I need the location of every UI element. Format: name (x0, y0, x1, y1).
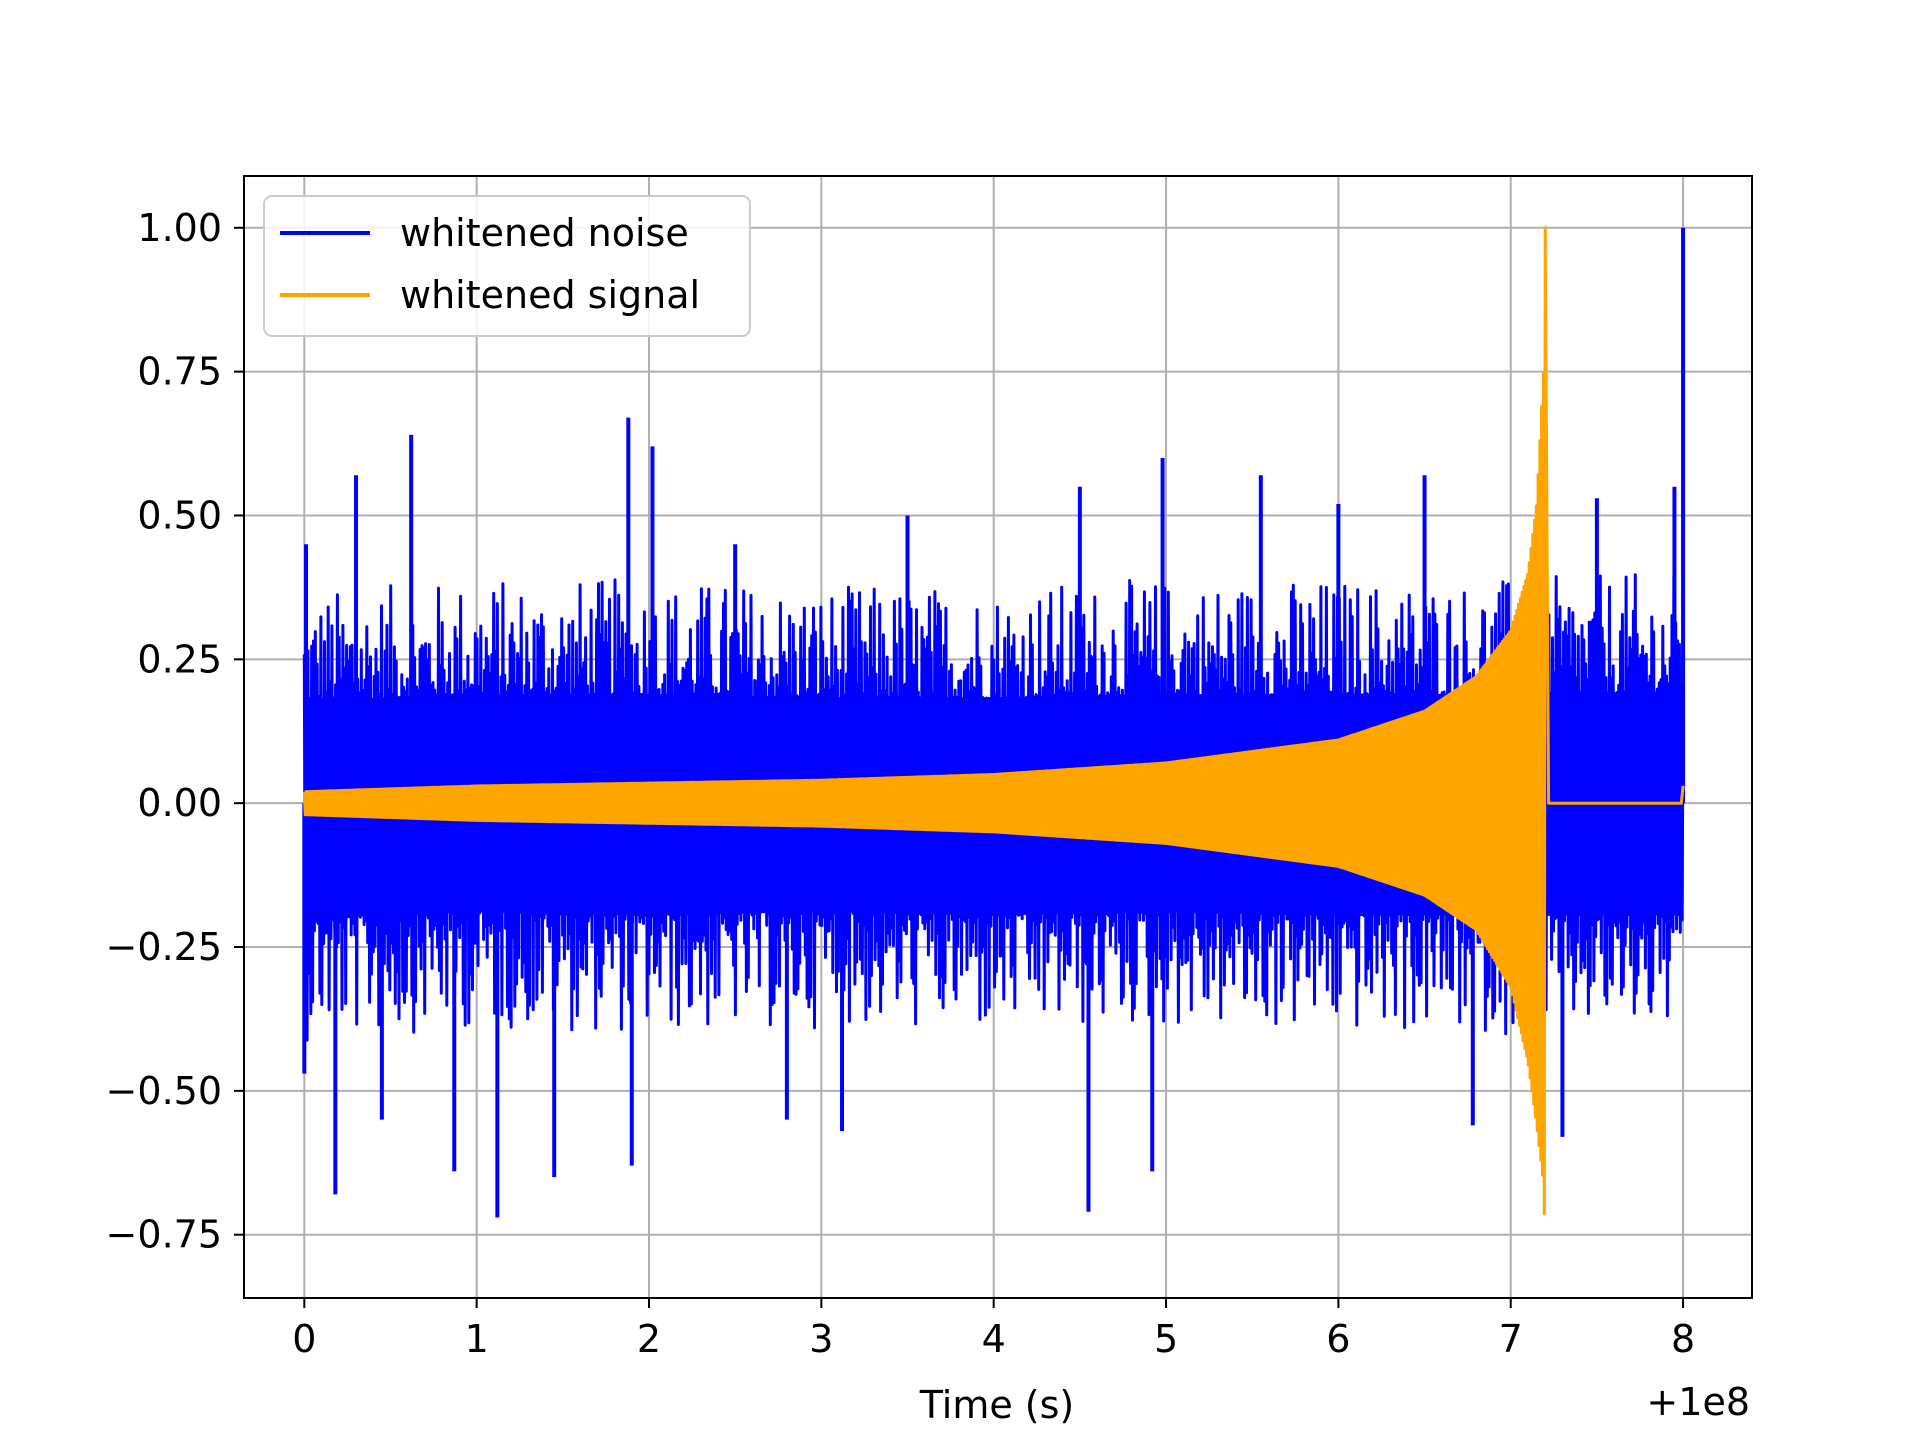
x-tick-label: 3 (809, 1317, 833, 1361)
y-tick-label: 1.00 (137, 206, 222, 250)
x-axis-ticks: 0 1 2 3 4 5 6 7 8 (292, 1298, 1695, 1361)
x-tick-label: 1 (465, 1317, 489, 1361)
series-whitened-noise (302, 227, 1686, 1218)
y-tick-label: 0.25 (137, 637, 222, 681)
x-tick-label: 8 (1671, 1317, 1695, 1361)
x-tick-label: 4 (982, 1317, 1006, 1361)
legend-noise-label: whitened noise (400, 211, 689, 255)
x-axis-offset-label: +1e8 (1646, 1380, 1750, 1424)
x-tick-label: 5 (1154, 1317, 1178, 1361)
y-tick-label: 0.50 (137, 493, 222, 537)
y-axis-ticks: 1.00 0.75 0.50 0.25 0.00 −0.25 −0.50 −0.75 (106, 206, 244, 1257)
legend-box (263, 195, 751, 337)
y-tick-label: 0.00 (137, 781, 222, 825)
x-tick-label: 7 (1499, 1317, 1523, 1361)
x-tick-label: 6 (1326, 1317, 1350, 1361)
x-axis-label: Time (s) (919, 1383, 1075, 1427)
y-tick-label: −0.25 (106, 925, 222, 969)
legend: whitened noise whitened signal (263, 195, 751, 337)
series-whitened-signal (302, 226, 1685, 1216)
y-tick-label: −0.75 (106, 1213, 222, 1257)
plot-area (302, 226, 1686, 1218)
signal-trace (302, 226, 1685, 1216)
axes-frame (243, 175, 1753, 1299)
x-tick-label: 0 (292, 1317, 316, 1361)
legend-signal-label: whitened signal (400, 273, 700, 317)
y-tick-label: −0.50 (106, 1069, 222, 1113)
y-tick-label: 0.75 (137, 350, 222, 394)
x-tick-label: 2 (637, 1317, 661, 1361)
